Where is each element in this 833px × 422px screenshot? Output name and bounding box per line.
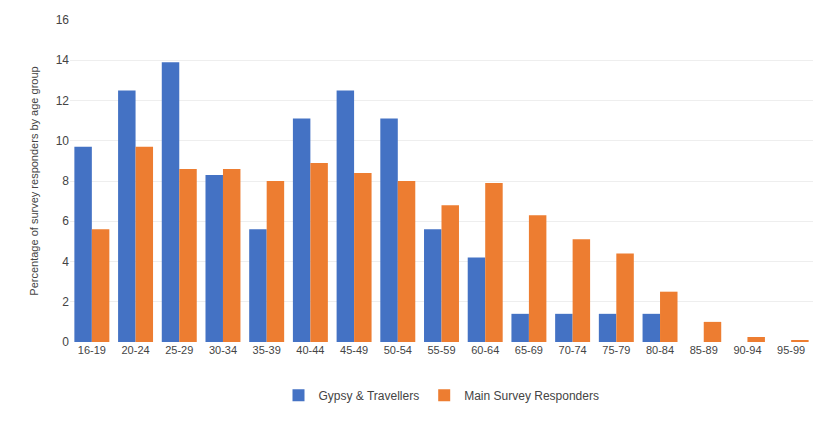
svg-text:10: 10 [56,134,70,148]
svg-text:95-99: 95-99 [777,344,805,356]
svg-text:16-19: 16-19 [78,344,106,356]
svg-text:0: 0 [62,335,69,349]
svg-text:75-79: 75-79 [602,344,630,356]
svg-text:35-39: 35-39 [253,344,281,356]
svg-text:Gypsy & Travellers: Gypsy & Travellers [319,389,420,403]
svg-text:Main Survey Responders: Main Survey Responders [464,389,599,403]
svg-text:20-24: 20-24 [121,344,149,356]
svg-text:65-69: 65-69 [515,344,543,356]
svg-text:50-54: 50-54 [384,344,412,356]
svg-text:55-59: 55-59 [427,344,455,356]
svg-text:70-74: 70-74 [559,344,587,356]
svg-text:40-44: 40-44 [296,344,324,356]
svg-text:8: 8 [62,174,69,188]
svg-text:80-84: 80-84 [646,344,674,356]
svg-text:25-29: 25-29 [165,344,193,356]
svg-text:14: 14 [56,53,70,67]
svg-text:12: 12 [56,94,70,108]
svg-text:6: 6 [62,214,69,228]
svg-text:60-64: 60-64 [471,344,499,356]
svg-text:45-49: 45-49 [340,344,368,356]
svg-text:Percentage of survey responder: Percentage of survey responders by age g… [28,66,40,295]
svg-text:2: 2 [62,295,69,309]
svg-text:4: 4 [62,255,69,269]
svg-text:16: 16 [56,13,70,27]
svg-text:85-89: 85-89 [690,344,718,356]
svg-text:30-34: 30-34 [209,344,237,356]
svg-text:90-94: 90-94 [733,344,761,356]
